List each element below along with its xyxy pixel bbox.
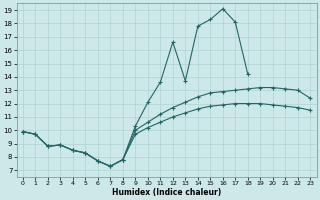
- X-axis label: Humidex (Indice chaleur): Humidex (Indice chaleur): [112, 188, 221, 197]
